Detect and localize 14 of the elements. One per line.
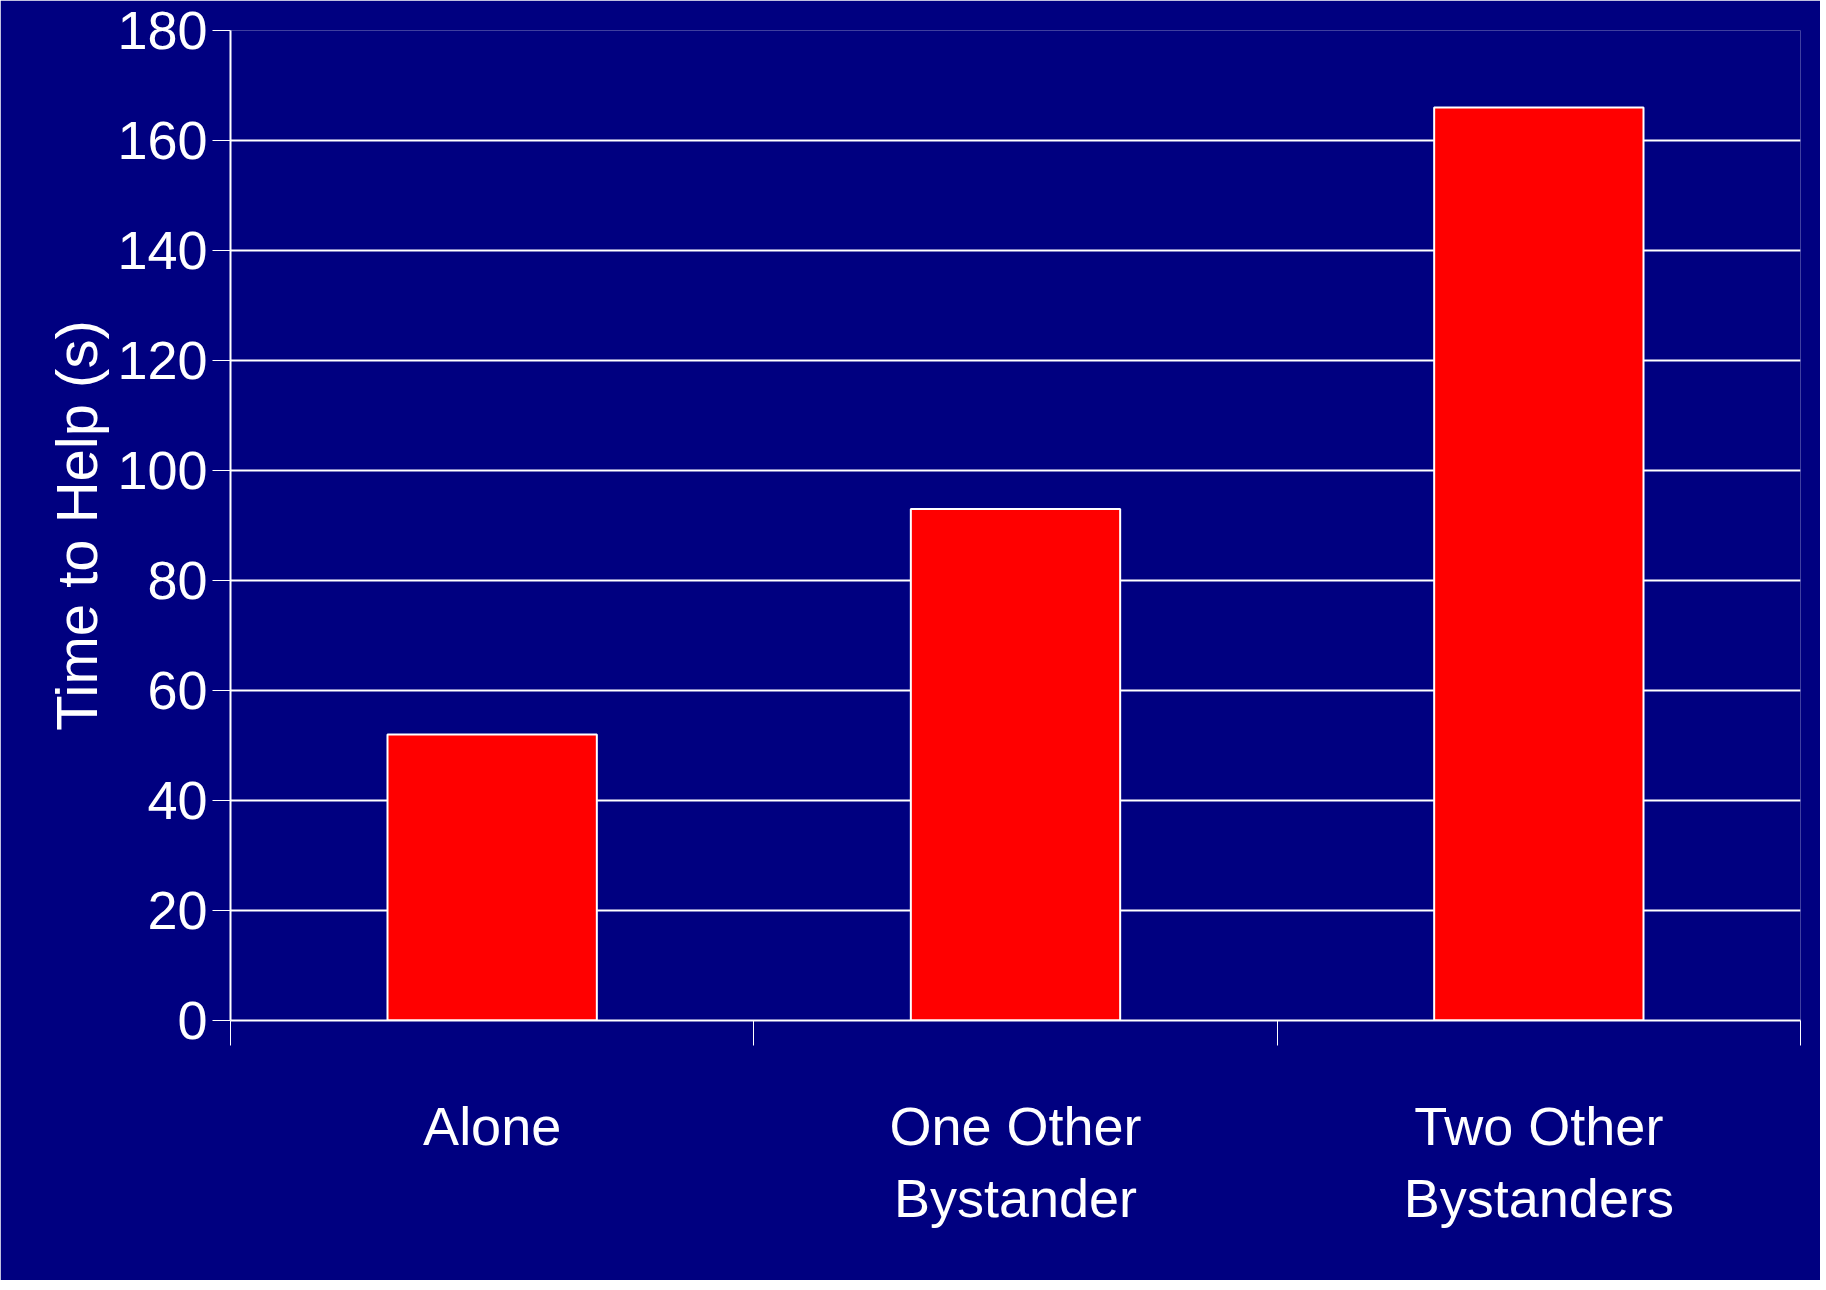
y-tick-label: 0 xyxy=(177,990,208,1050)
x-tick-label: Two Other Bystanders xyxy=(1403,1095,1674,1228)
y-tick-label: 80 xyxy=(147,550,208,610)
y-axis-title: Time to Help (s) xyxy=(44,320,110,731)
y-tick-label: 100 xyxy=(117,440,208,500)
y-tick-label: 20 xyxy=(147,880,208,940)
y-tick-label: 160 xyxy=(117,110,208,170)
y-tick-label: 60 xyxy=(147,660,208,720)
y-tick-label: 140 xyxy=(117,220,208,280)
y-tick-label: 40 xyxy=(147,770,208,830)
x-tick-label: Alone xyxy=(423,1095,562,1156)
y-tick-label: 180 xyxy=(117,0,208,60)
y-tick-label: 120 xyxy=(117,330,208,390)
x-tick-label: One Other Bystander xyxy=(889,1095,1142,1228)
